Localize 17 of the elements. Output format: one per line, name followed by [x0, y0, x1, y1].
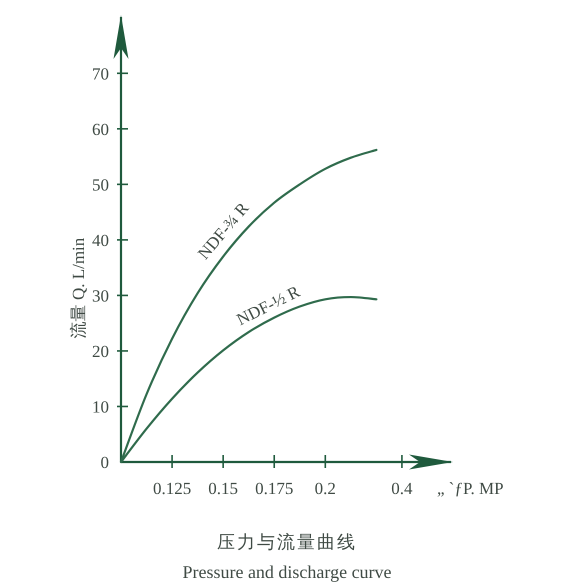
x-tick-label: 0.125: [152, 479, 192, 498]
y-tick-label: 40: [92, 230, 109, 250]
x-tick-label: 0.175: [255, 479, 294, 498]
subtitle: Pressure and discharge curve: [182, 562, 392, 582]
y-tick-label: 20: [92, 342, 109, 361]
xlabel: „ `ƒP. MP: [437, 479, 504, 498]
x-tick-label: 0.4: [391, 479, 413, 498]
x-tick-label: 0.2: [314, 479, 336, 498]
ylabel: 流量 Q. L/min: [69, 238, 88, 338]
y-tick-label: 0: [100, 453, 109, 472]
y-tick-label: 10: [92, 397, 109, 416]
y-tick-label: 30: [92, 286, 109, 306]
y-tick-label: 60: [92, 120, 109, 139]
x-tick-label: 0.15: [208, 479, 238, 498]
title: 压力与流量曲线: [217, 532, 357, 552]
y-tick-label: 70: [92, 64, 109, 84]
y-tick-label: 50: [92, 175, 109, 194]
